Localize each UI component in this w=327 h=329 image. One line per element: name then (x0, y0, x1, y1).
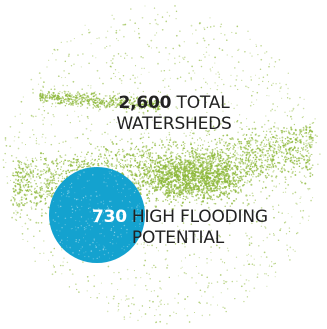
high-flooding-text2: POTENTIAL (131, 228, 225, 248)
total-watersheds-line1: 2,600 TOTAL (94, 93, 254, 114)
high-flooding-text1: HIGH FLOODING (131, 207, 268, 227)
high-flooding-text: HIGH FLOODING POTENTIAL (132, 207, 268, 249)
high-flooding-number: 730 (92, 207, 127, 227)
total-watersheds-label: 2,600 TOTAL WATERSHEDS (94, 93, 254, 135)
total-watersheds-dot-cloud (2, 5, 321, 325)
high-flooding-dot-texture (52, 170, 144, 260)
total-watersheds-text2: WATERSHEDS (116, 114, 232, 134)
total-watersheds-text1: TOTAL (176, 93, 230, 113)
high-flooding-circle (49, 167, 145, 263)
total-watersheds-number: 2,600 (118, 93, 172, 113)
high-flooding-label: 730 HIGH FLOODING POTENTIAL (92, 207, 268, 249)
